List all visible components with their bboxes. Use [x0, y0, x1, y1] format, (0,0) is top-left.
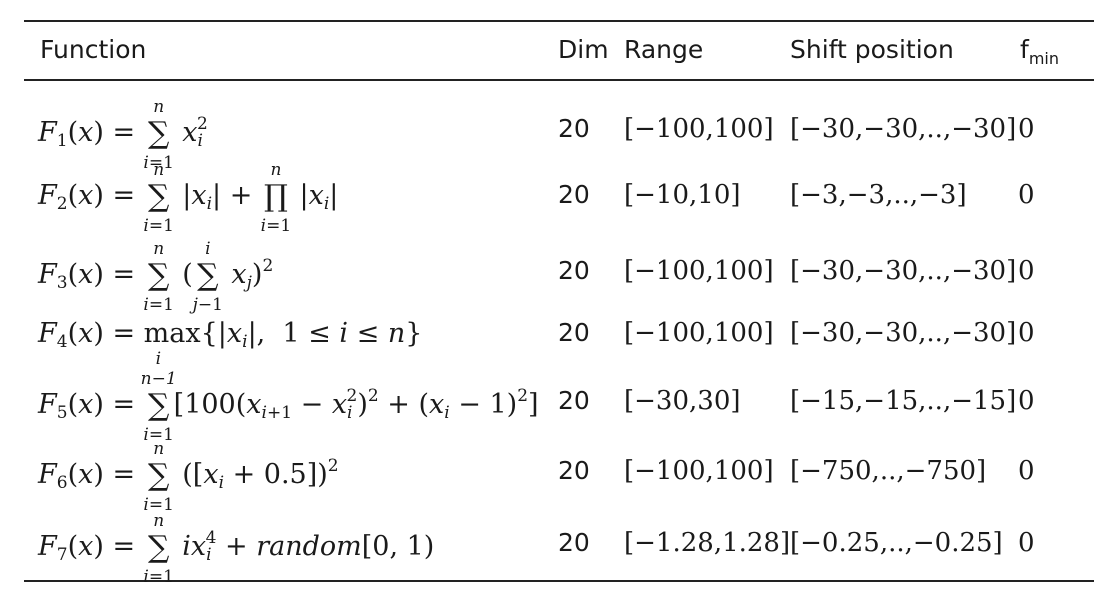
function-formula-f7: F7(x) = n ∑ i=1 ixi4 + random[0, 1) [38, 510, 435, 587]
cell-range: [−30,30] [624, 386, 741, 416]
cell-range: [−1.28,1.28] [624, 528, 791, 558]
cell-dim: 20 [558, 456, 590, 485]
function-formula-f2: F2(x) = n ∑ i=1 |xi| + n ∏ i=1 |xi| [38, 159, 339, 236]
table-header-rule [24, 79, 1094, 81]
cell-range: [−100,100] [624, 114, 774, 144]
table-top-rule [24, 20, 1094, 22]
cell-range: [−100,100] [624, 318, 774, 348]
function-formula-f5: F5(x) = n−1 ∑ i=1 [100(xi+1 − xi2)2 + (xi −… [38, 368, 539, 445]
cell-fmin: 0 [1018, 318, 1035, 348]
cell-range: [−10,10] [624, 180, 741, 210]
cell-fmin: 0 [1018, 114, 1035, 144]
cell-dim: 20 [558, 256, 590, 285]
cell-fmin: 0 [1018, 528, 1035, 558]
cell-dim: 20 [558, 180, 590, 209]
cell-dim: 20 [558, 114, 590, 143]
cell-shift-position: [−0.25,..,−0.25] [790, 528, 1003, 558]
header-range: Range [624, 35, 704, 64]
cell-fmin: 0 [1018, 256, 1035, 286]
function-formula-f1: F1(x) = n ∑ i=1 xi2 [38, 96, 208, 173]
header-dim: Dim [558, 35, 609, 64]
cell-shift-position: [−30,−30,..,−30] [790, 114, 1017, 144]
cell-fmin: 0 [1018, 456, 1035, 486]
cell-range: [−100,100] [624, 256, 774, 286]
header-shift-position: Shift position [790, 35, 954, 64]
cell-dim: 20 [558, 386, 590, 415]
cell-shift-position: [−30,−30,..,−30] [790, 256, 1017, 286]
cell-fmin: 0 [1018, 386, 1035, 416]
table-bottom-rule [24, 580, 1094, 582]
header-fmin: fmin [1020, 35, 1059, 68]
header-function: Function [40, 35, 147, 64]
cell-shift-position: [−750,..,−750] [790, 456, 987, 486]
cell-shift-position: [−30,−30,..,−30] [790, 318, 1017, 348]
cell-dim: 20 [558, 528, 590, 557]
function-formula-f3: F3(x) = n ∑ i=1 (i ∑ j−1 xj)2 [38, 238, 274, 315]
function-formula-f6: F6(x) = n ∑ i=1 ([xi + 0.5])2 [38, 438, 339, 515]
function-formula-f4: F4(x) = max i {|xi|, 1 ≤ i ≤ n} [38, 318, 423, 369]
cell-shift-position: [−15,−15,..,−15] [790, 386, 1017, 416]
cell-dim: 20 [558, 318, 590, 347]
cell-shift-position: [−3,−3,..,−3] [790, 180, 967, 210]
cell-range: [−100,100] [624, 456, 774, 486]
cell-fmin: 0 [1018, 180, 1035, 210]
